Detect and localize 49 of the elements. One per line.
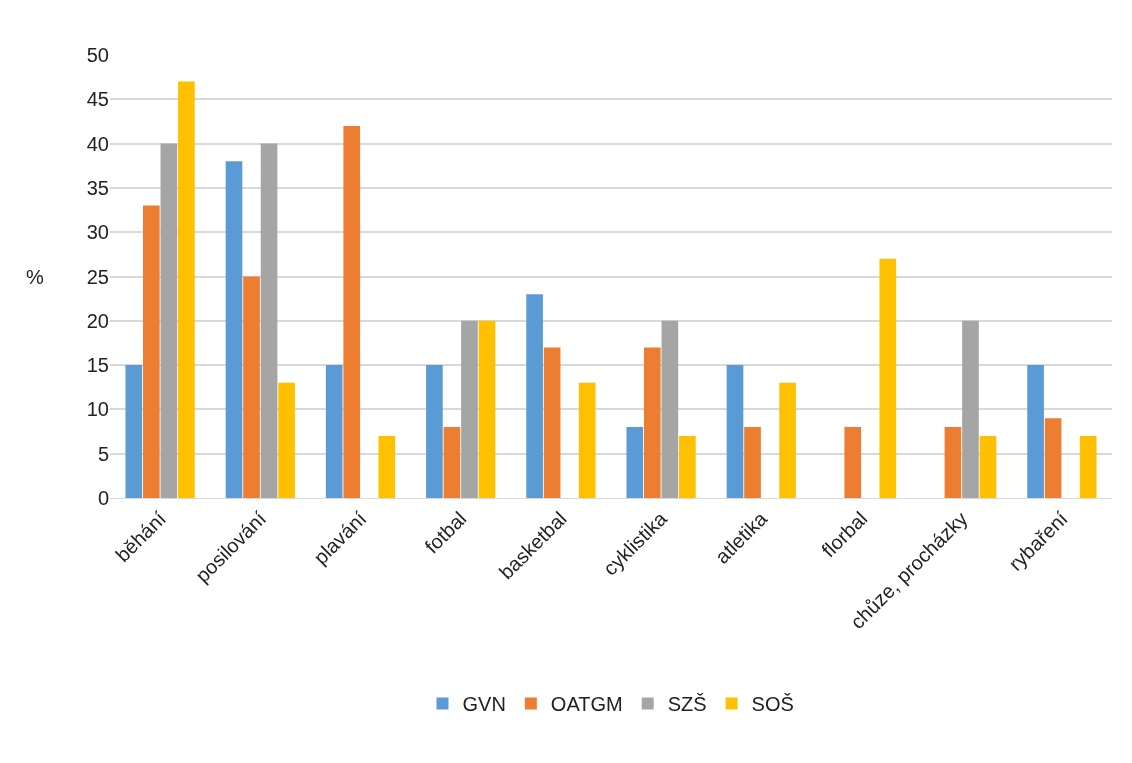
bar <box>125 365 143 498</box>
bar <box>143 205 160 498</box>
y-tick-label: 50 <box>86 44 109 66</box>
bar <box>543 347 561 498</box>
bar <box>426 365 443 498</box>
legend-label: OATGM <box>550 693 623 716</box>
bar <box>661 320 679 498</box>
bar <box>944 427 962 498</box>
bar <box>1044 418 1062 498</box>
bar <box>243 276 260 498</box>
y-tick-label: 15 <box>86 354 109 377</box>
bar <box>325 365 343 498</box>
bar <box>879 258 897 498</box>
bar <box>779 382 796 498</box>
y-tick-label: 45 <box>86 88 109 111</box>
bar <box>343 125 361 498</box>
bar <box>478 320 496 498</box>
y-tick-label: 10 <box>86 398 109 421</box>
bar <box>260 143 278 498</box>
bar <box>979 435 997 498</box>
y-tick-label: 0 <box>97 487 109 509</box>
y-tick-label: 30 <box>86 221 109 244</box>
bar <box>225 161 243 498</box>
bar <box>644 347 661 498</box>
bar <box>443 427 461 498</box>
bar <box>744 427 761 498</box>
y-tick-label: 20 <box>86 309 109 332</box>
bar <box>461 320 478 498</box>
bar <box>626 427 644 498</box>
bar <box>679 435 696 498</box>
legend-label: SZŠ <box>667 693 707 716</box>
bar <box>278 382 295 498</box>
bar <box>178 81 195 498</box>
y-axis-title: % <box>26 266 44 288</box>
bar <box>526 294 543 498</box>
bar <box>578 382 596 498</box>
bar <box>1079 435 1097 498</box>
y-tick-label: 40 <box>86 132 109 155</box>
y-tick-label: 35 <box>86 176 109 199</box>
bar <box>962 320 979 498</box>
legend-label: SOŠ <box>751 693 794 716</box>
bar <box>160 143 178 498</box>
bar <box>726 365 744 498</box>
legend-label: GVN <box>462 693 506 716</box>
bar <box>1027 365 1044 498</box>
y-tick-label: 25 <box>86 265 109 288</box>
bar <box>844 427 862 498</box>
bar <box>378 435 396 498</box>
y-tick-label: 5 <box>97 442 109 465</box>
